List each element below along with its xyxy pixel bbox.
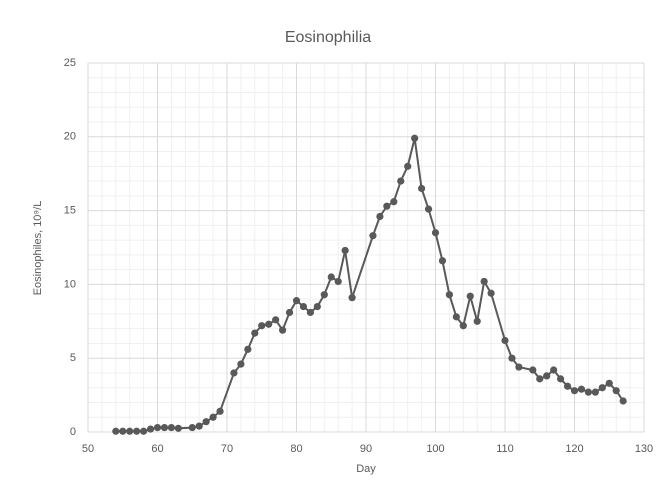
data-point bbox=[160, 423, 169, 432]
x-tick-label: 130 bbox=[635, 443, 653, 455]
data-point bbox=[251, 329, 259, 337]
x-tick-label: 80 bbox=[290, 443, 302, 455]
data-point bbox=[237, 360, 245, 368]
data-point bbox=[306, 308, 314, 317]
data-point bbox=[591, 388, 599, 396]
data-point bbox=[119, 427, 127, 435]
data-point bbox=[146, 425, 155, 433]
data-point bbox=[418, 184, 426, 193]
data-point bbox=[431, 229, 440, 237]
data-point bbox=[327, 273, 335, 281]
y-tick-label: 5 bbox=[70, 352, 76, 364]
data-point bbox=[383, 202, 391, 210]
data-point bbox=[605, 379, 613, 387]
data-point bbox=[334, 277, 342, 286]
data-point bbox=[612, 387, 620, 395]
data-point bbox=[424, 205, 433, 213]
data-point bbox=[153, 423, 162, 432]
data-point bbox=[265, 320, 273, 328]
data-point bbox=[543, 372, 551, 380]
data-point bbox=[292, 297, 301, 305]
data-point bbox=[390, 198, 398, 206]
data-point bbox=[466, 292, 474, 300]
data-point bbox=[216, 407, 224, 415]
data-point bbox=[550, 366, 558, 374]
data-point bbox=[529, 366, 537, 374]
x-tick-label: 60 bbox=[151, 443, 163, 455]
data-point bbox=[299, 302, 308, 311]
data-point bbox=[195, 422, 203, 430]
data-point bbox=[570, 387, 579, 395]
data-point bbox=[438, 257, 447, 265]
x-tick-label: 100 bbox=[426, 443, 444, 455]
data-point bbox=[272, 316, 280, 324]
data-point bbox=[126, 427, 134, 435]
data-point bbox=[473, 317, 481, 325]
data-point bbox=[279, 326, 287, 334]
data-point bbox=[376, 212, 384, 221]
y-tick-label: 10 bbox=[64, 278, 76, 290]
data-point bbox=[577, 385, 586, 393]
data-point bbox=[112, 427, 120, 435]
y-tick-label: 20 bbox=[64, 131, 76, 143]
data-point bbox=[584, 388, 593, 396]
data-point bbox=[313, 302, 321, 311]
x-axis-label: Day bbox=[356, 463, 376, 475]
data-point bbox=[348, 294, 356, 302]
data-point bbox=[140, 427, 148, 435]
data-point bbox=[258, 322, 266, 330]
data-point bbox=[230, 369, 238, 377]
data-point bbox=[452, 313, 460, 321]
y-tick-label: 25 bbox=[64, 57, 76, 69]
chart-title: Eosinophilia bbox=[285, 29, 371, 46]
x-tick-label: 110 bbox=[496, 443, 514, 455]
data-point bbox=[209, 413, 217, 421]
data-point bbox=[174, 424, 182, 432]
data-point bbox=[369, 232, 377, 240]
data-point bbox=[480, 277, 488, 286]
data-point bbox=[487, 289, 495, 297]
data-point bbox=[167, 423, 175, 432]
data-point bbox=[536, 375, 544, 383]
x-tick-label: 70 bbox=[221, 443, 233, 455]
data-point bbox=[515, 363, 523, 371]
data-point bbox=[508, 354, 516, 362]
x-tick-label: 90 bbox=[360, 443, 372, 455]
data-point bbox=[244, 345, 252, 353]
x-tick-label: 120 bbox=[565, 443, 583, 455]
data-point bbox=[202, 418, 210, 426]
data-point bbox=[459, 322, 467, 330]
data-point bbox=[404, 162, 412, 170]
data-point bbox=[563, 382, 572, 390]
data-point bbox=[445, 291, 453, 299]
x-tick-label: 50 bbox=[82, 443, 94, 455]
data-point bbox=[598, 384, 606, 392]
data-point bbox=[411, 134, 419, 142]
data-point bbox=[285, 308, 294, 317]
data-point bbox=[557, 375, 565, 383]
y-axis-label: Eosinophiles, 10⁹/L bbox=[32, 201, 44, 296]
data-point bbox=[501, 336, 509, 345]
y-tick-label: 15 bbox=[64, 205, 76, 217]
y-tick-label: 0 bbox=[70, 426, 76, 438]
data-point bbox=[397, 177, 405, 185]
data-point bbox=[133, 427, 141, 435]
data-point bbox=[320, 291, 328, 299]
data-point bbox=[619, 397, 627, 405]
data-point bbox=[341, 246, 349, 255]
data-point bbox=[188, 423, 196, 432]
